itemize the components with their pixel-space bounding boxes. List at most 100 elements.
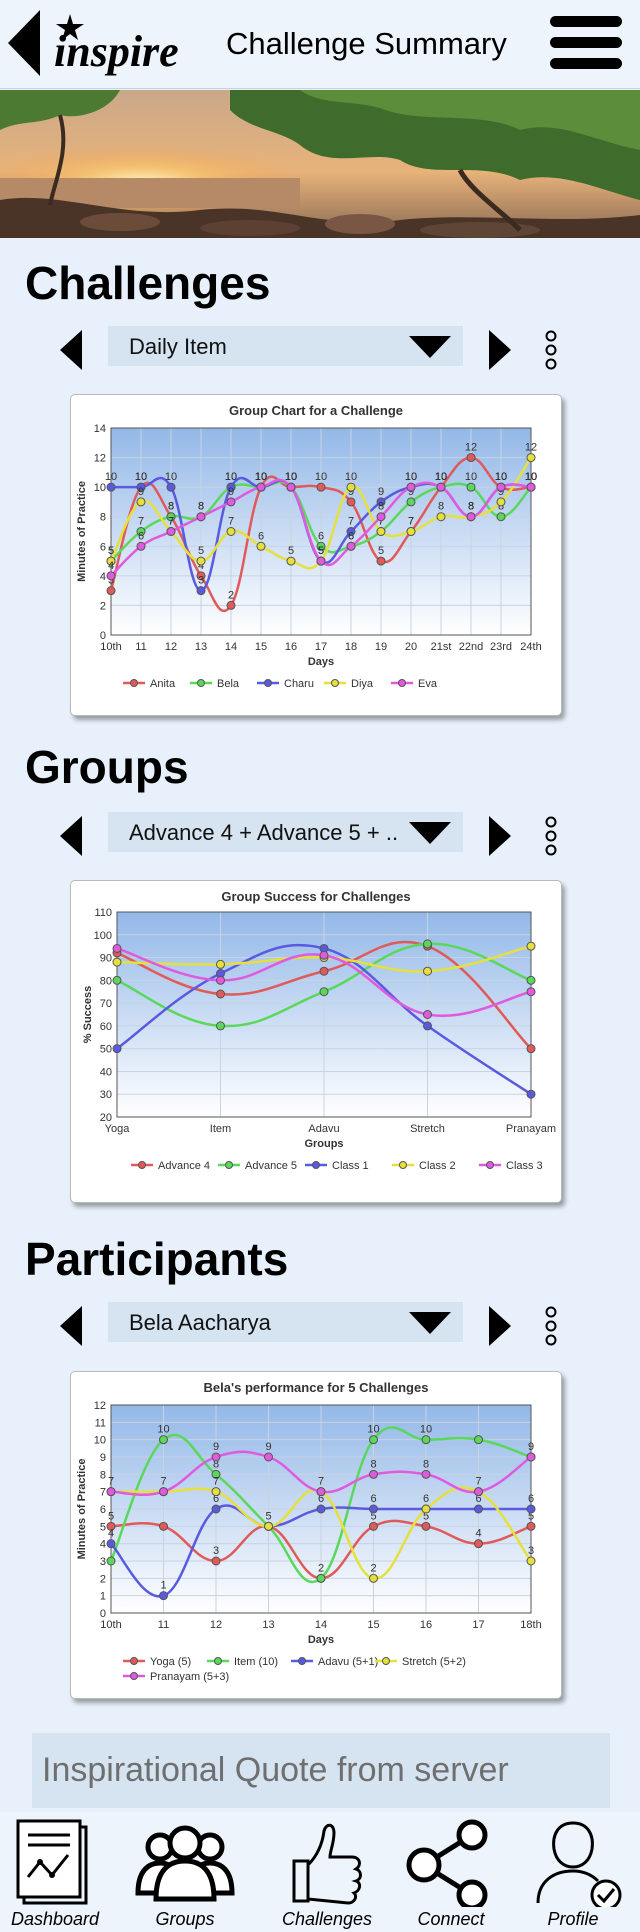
legend-label: Yoga (5)	[150, 1656, 191, 1668]
data-label: 5	[108, 545, 114, 557]
y-tick-label: 1	[100, 1591, 106, 1603]
x-tick-label: 18	[345, 641, 357, 653]
nav-groups[interactable]: Groups	[130, 1817, 240, 1929]
data-point	[216, 1021, 225, 1031]
data-point	[406, 482, 416, 492]
y-tick-label: 50	[100, 1044, 112, 1056]
nav-dashboard[interactable]: Dashboard	[0, 1817, 110, 1929]
previous-arrow-icon[interactable]	[60, 1306, 84, 1346]
data-point	[421, 1469, 431, 1479]
chevron-down-icon	[409, 822, 451, 844]
x-tick-label: 23rd	[490, 641, 512, 653]
data-point	[106, 1539, 116, 1549]
data-label: 9	[528, 1441, 534, 1453]
data-label: 9	[138, 486, 144, 498]
data-point	[136, 541, 146, 551]
nav-profile[interactable]: Profile	[518, 1817, 628, 1929]
legend-marker	[382, 1657, 390, 1665]
data-point	[106, 1487, 116, 1497]
legend-marker	[130, 1672, 138, 1680]
participant-dropdown[interactable]: Bela Aacharya	[108, 1302, 463, 1342]
y-tick-label: 90	[100, 953, 112, 965]
page-title: Challenge Summary	[226, 26, 507, 61]
data-label: 7	[475, 1476, 481, 1488]
data-point	[106, 556, 116, 566]
x-tick-label: 15	[367, 1619, 379, 1631]
menu-icon[interactable]	[550, 16, 622, 78]
thumbs-up-icon	[292, 1823, 362, 1905]
quote-box[interactable]: Inspirational Quote from server	[32, 1733, 610, 1808]
data-label: 4	[108, 1528, 114, 1540]
data-label: 6	[138, 530, 144, 542]
data-point	[474, 1487, 483, 1497]
plot-border	[116, 911, 532, 1118]
next-arrow-icon[interactable]	[487, 816, 511, 856]
data-point	[369, 1469, 378, 1479]
x-tick-label: 10th	[100, 1619, 121, 1631]
data-label: 10	[435, 471, 447, 483]
data-label: 6	[528, 1493, 534, 1505]
data-point	[159, 1521, 168, 1531]
data-label: 10	[525, 471, 537, 483]
data-point	[496, 482, 506, 492]
quote-text: Inspirational Quote from server	[42, 1751, 509, 1789]
data-point	[526, 453, 536, 463]
data-label: 8	[498, 501, 504, 513]
data-label: 10	[405, 471, 417, 483]
previous-arrow-icon[interactable]	[60, 816, 84, 856]
nav-challenges[interactable]: Challenges	[272, 1817, 382, 1929]
data-label: 2	[228, 589, 234, 601]
nav-connect-label: Connect	[417, 1909, 485, 1929]
more-options-icon[interactable]	[541, 330, 561, 370]
inspire-logo: inspire	[54, 14, 179, 76]
nav-connect[interactable]: Connect	[396, 1817, 506, 1929]
y-tick-label: 3	[100, 1556, 106, 1568]
more-options-icon[interactable]	[541, 816, 561, 856]
data-point	[316, 1504, 326, 1514]
challenge-chart-card: Group Chart for a Challenge 0 2 4 6 8 10 12 14 10…	[70, 394, 562, 716]
more-options-icon[interactable]	[541, 1306, 561, 1346]
data-point	[466, 453, 476, 463]
data-point	[496, 497, 506, 507]
data-label: 6	[318, 530, 324, 542]
data-point	[286, 556, 296, 566]
legend-marker	[298, 1657, 306, 1665]
data-label: 9	[498, 486, 504, 498]
x-tick-label: Item	[210, 1123, 231, 1135]
data-point	[112, 943, 122, 953]
data-label: 5	[318, 545, 324, 557]
group-dropdown[interactable]: Advance 4 + Advance 5 + ...	[108, 812, 463, 852]
data-label: 10	[255, 471, 267, 483]
back-arrow-icon[interactable]	[6, 8, 42, 78]
y-tick-label: 4	[100, 571, 106, 583]
dashboard-icon	[16, 1819, 88, 1905]
data-label: 10	[255, 471, 267, 483]
data-label: 5	[265, 1510, 271, 1522]
data-point	[216, 959, 225, 969]
y-tick-label: 60	[100, 1021, 112, 1033]
previous-arrow-icon[interactable]	[60, 330, 84, 370]
participant-chart-card: Bela's performance for 5 Challenges 0 1 2 3 4…	[70, 1371, 562, 1699]
challenge-dropdown[interactable]: Daily Item	[108, 326, 463, 366]
x-tick-label: 16	[420, 1619, 432, 1631]
data-point	[316, 556, 326, 566]
x-tick-label: 17	[472, 1619, 484, 1631]
data-point	[346, 497, 356, 507]
data-point	[526, 987, 536, 997]
y-tick-label: 0	[100, 630, 106, 642]
legend-label: Anita	[150, 678, 176, 690]
challenges-heading: Challenges	[25, 257, 271, 309]
data-point	[211, 1487, 221, 1497]
x-axis-label: Groups	[304, 1138, 343, 1150]
data-label: 12	[525, 442, 537, 454]
data-label: 10	[435, 471, 447, 483]
data-label: 9	[378, 486, 384, 498]
data-label: 3	[213, 1545, 219, 1557]
next-arrow-icon[interactable]	[487, 330, 511, 370]
data-point	[346, 527, 356, 536]
data-point	[526, 1089, 536, 1099]
chart-title: Group Chart for a Challenge	[229, 403, 403, 418]
nav-groups-label: Groups	[155, 1909, 215, 1929]
next-arrow-icon[interactable]	[487, 1306, 511, 1346]
data-point	[376, 527, 386, 536]
